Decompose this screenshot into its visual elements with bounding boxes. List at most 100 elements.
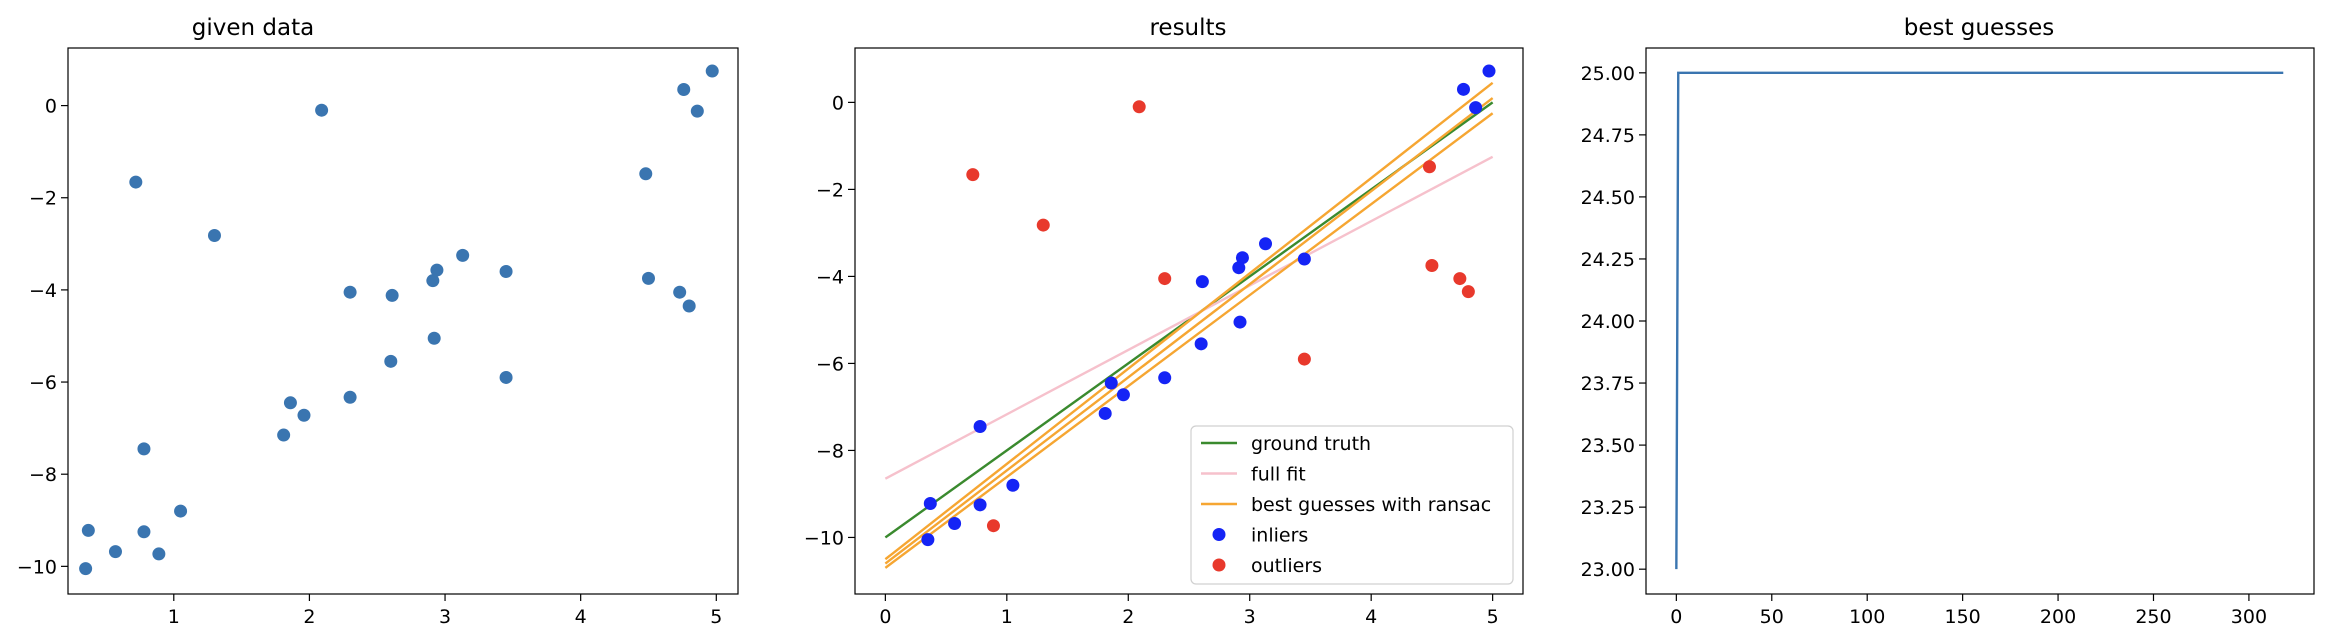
legend-swatch-point — [1212, 528, 1226, 541]
outlier-point — [1461, 285, 1475, 299]
inlier-point — [1456, 82, 1470, 96]
data-point — [81, 523, 95, 537]
x-tick-label: 2 — [1122, 606, 1134, 628]
x-tick-label: 4 — [575, 606, 587, 628]
legend: ground truth full fit best guesses with ra… — [1190, 425, 1514, 585]
data-point — [108, 545, 122, 559]
x-tick-label: 3 — [1244, 606, 1256, 628]
data-point — [343, 285, 357, 299]
chart-title-results: results — [1149, 15, 1226, 41]
x-tick-label: 4 — [1365, 606, 1377, 628]
y-tick-label: 23.25 — [1581, 497, 1635, 519]
x-tick-label: 300 — [2231, 606, 2267, 628]
inlier-point — [1194, 337, 1208, 351]
legend-label: inliers — [1251, 525, 1308, 547]
inlier-point — [1297, 252, 1311, 266]
y-tick-label: 24.25 — [1581, 249, 1635, 271]
fit-line — [884, 155, 1494, 480]
data-point — [207, 229, 221, 243]
inlier-point — [1158, 371, 1172, 385]
x-tick-label: 200 — [2040, 606, 2076, 628]
inlier-point — [923, 497, 937, 511]
outlier-point — [986, 519, 1000, 533]
data-point — [315, 103, 329, 117]
outlier-point — [966, 168, 980, 182]
x-tick-label: 150 — [1944, 606, 1980, 628]
inlier-point — [1469, 101, 1483, 115]
data-point — [677, 82, 691, 96]
series-line — [1675, 71, 2284, 570]
fit-line — [884, 112, 1494, 569]
fit-line — [884, 97, 1494, 565]
legend-box — [1190, 425, 1514, 585]
x-tick-label: 5 — [710, 606, 722, 628]
panel-given-data: 1 2 3 4 5 −10 −8 −6 −4 −2 0 — [17, 47, 739, 628]
y-tick-label: 24.50 — [1581, 187, 1635, 209]
outlier-point — [1036, 218, 1050, 232]
data-point — [137, 442, 151, 456]
data-point — [385, 288, 399, 302]
inlier-point — [1233, 315, 1247, 329]
data-point — [456, 248, 470, 262]
legend-label: full fit — [1251, 464, 1306, 486]
data-point — [499, 370, 513, 384]
x-tick-label: 0 — [1670, 606, 1682, 628]
outlier-point — [1297, 352, 1311, 366]
y-tick-label: 23.00 — [1581, 559, 1635, 581]
legend-label: best guesses with ransac — [1251, 494, 1491, 516]
inlier-point — [921, 533, 935, 547]
y-tick-label: −2 — [29, 188, 57, 210]
y-tick-label: −10 — [804, 527, 844, 549]
inlier-point — [1259, 237, 1273, 251]
outlier-point — [1132, 100, 1146, 114]
inlier-point — [1104, 376, 1118, 390]
data-point — [427, 331, 441, 345]
y-tick-label: −10 — [17, 556, 57, 578]
chart-title-given-data: given data — [192, 15, 314, 41]
y-tick-label: 23.75 — [1581, 373, 1635, 395]
data-point — [152, 547, 166, 561]
data-point — [499, 264, 513, 278]
x-tick-label: 0 — [879, 606, 891, 628]
panel-results: 0 1 2 3 4 5 −10 −8 −6 −4 −2 0 — [804, 47, 1524, 628]
x-tick-label: 1 — [1001, 606, 1013, 628]
panel-best-guesses: 0 50 100 150 200 250 300 23.00 23.25 23.50 23.75 24… — [1581, 47, 2315, 628]
legend-label: ground truth — [1251, 433, 1371, 455]
inlier-point — [1235, 251, 1249, 265]
fit-line — [884, 81, 1494, 561]
y-tick-label: −8 — [816, 440, 844, 462]
data-point — [705, 64, 719, 78]
inlier-point — [1195, 275, 1209, 289]
data-point — [174, 504, 188, 518]
x-tick-label: 2 — [303, 606, 315, 628]
data-point — [639, 167, 653, 181]
chart-title-best-guesses: best guesses — [1904, 15, 2055, 41]
data-point — [297, 408, 311, 422]
x-tick-label: 3 — [439, 606, 451, 628]
inlier-point — [1482, 64, 1496, 78]
x-tick-label: 5 — [1487, 606, 1499, 628]
axes-frame-1 — [854, 47, 1524, 595]
y-tick-label: 0 — [832, 92, 844, 114]
y-tick-label: 24.75 — [1581, 125, 1635, 147]
x-tick-label: 50 — [1760, 606, 1784, 628]
inlier-point — [973, 420, 987, 434]
inlier-point — [1098, 406, 1112, 420]
data-point — [641, 271, 655, 285]
legend-label: outliers — [1251, 555, 1322, 577]
data-point — [343, 390, 357, 404]
y-tick-label: 24.00 — [1581, 311, 1635, 333]
data-point — [426, 274, 440, 288]
data-point — [283, 396, 297, 410]
y-tick-label: 25.00 — [1581, 63, 1635, 85]
inlier-point — [1006, 478, 1020, 492]
data-point — [137, 525, 151, 539]
outlier-point — [1425, 259, 1439, 273]
axes-frame-2 — [1645, 47, 2315, 595]
y-tick-label: −8 — [29, 464, 57, 486]
data-point — [682, 299, 696, 313]
y-tick-label: −4 — [816, 266, 844, 288]
y-tick-label: −2 — [816, 179, 844, 201]
data-point — [690, 104, 704, 118]
